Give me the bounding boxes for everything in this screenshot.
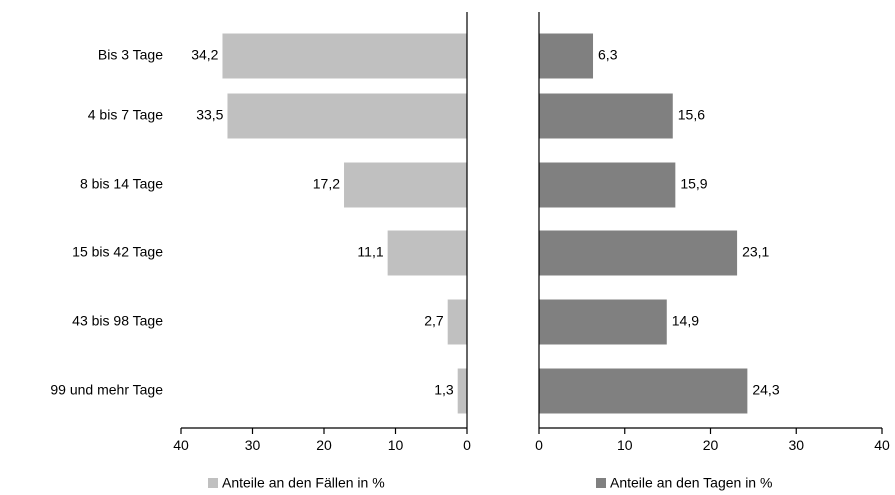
- legend-label: Anteile an den Fällen in %: [222, 475, 385, 491]
- bar: [387, 230, 467, 276]
- x-tick-label: 40: [874, 437, 890, 453]
- value-label: 33,5: [196, 107, 223, 123]
- bar: [539, 162, 676, 208]
- x-tick-label: 0: [463, 437, 471, 453]
- value-label: 17,2: [313, 176, 340, 192]
- x-tick-label: 30: [245, 437, 261, 453]
- value-label: 11,1: [357, 244, 383, 260]
- x-tick-label: 10: [617, 437, 633, 453]
- value-label: 15,9: [680, 176, 707, 192]
- x-tick-label: 10: [388, 437, 404, 453]
- bar: [222, 33, 467, 79]
- category-label: Bis 3 Tage: [98, 47, 163, 63]
- legend-label: Anteile an den Tagen in %: [610, 475, 772, 491]
- bar: [539, 230, 738, 276]
- legend-swatch: [208, 478, 218, 488]
- x-tick-label: 30: [788, 437, 804, 453]
- value-label: 2,7: [424, 313, 444, 329]
- value-label: 34,2: [191, 47, 218, 63]
- bar: [539, 93, 673, 139]
- value-label: 24,3: [752, 382, 779, 398]
- category-label: 15 bis 42 Tage: [72, 244, 163, 260]
- x-tick-label: 40: [173, 437, 189, 453]
- bar: [539, 33, 594, 79]
- x-tick-label: 20: [316, 437, 332, 453]
- legend-swatch: [596, 478, 606, 488]
- right-chart-panel: 6,3 15,6 15,9 23,1 14,9 24,3 0 10 20 30 40 Anteile …: [535, 12, 890, 491]
- value-label: 14,9: [672, 313, 699, 329]
- category-label: 99 und mehr Tage: [50, 382, 163, 398]
- bar: [457, 368, 467, 414]
- category-label: 43 bis 98 Tage: [72, 313, 163, 329]
- bar: [539, 368, 748, 414]
- bar: [539, 299, 667, 345]
- x-tick-label: 20: [703, 437, 719, 453]
- category-label: 8 bis 14 Tage: [80, 176, 163, 192]
- left-chart-panel: Bis 3 Tage 4 bis 7 Tage 8 bis 14 Tage 15 bi…: [50, 12, 471, 491]
- bar: [227, 93, 467, 139]
- value-label: 23,1: [742, 244, 769, 260]
- x-tick-label: 0: [535, 437, 543, 453]
- value-label: 1,3: [434, 382, 454, 398]
- bar: [344, 162, 467, 208]
- category-label: 4 bis 7 Tage: [88, 107, 163, 123]
- value-label: 6,3: [598, 47, 618, 63]
- value-label: 15,6: [678, 107, 705, 123]
- bar: [447, 299, 467, 345]
